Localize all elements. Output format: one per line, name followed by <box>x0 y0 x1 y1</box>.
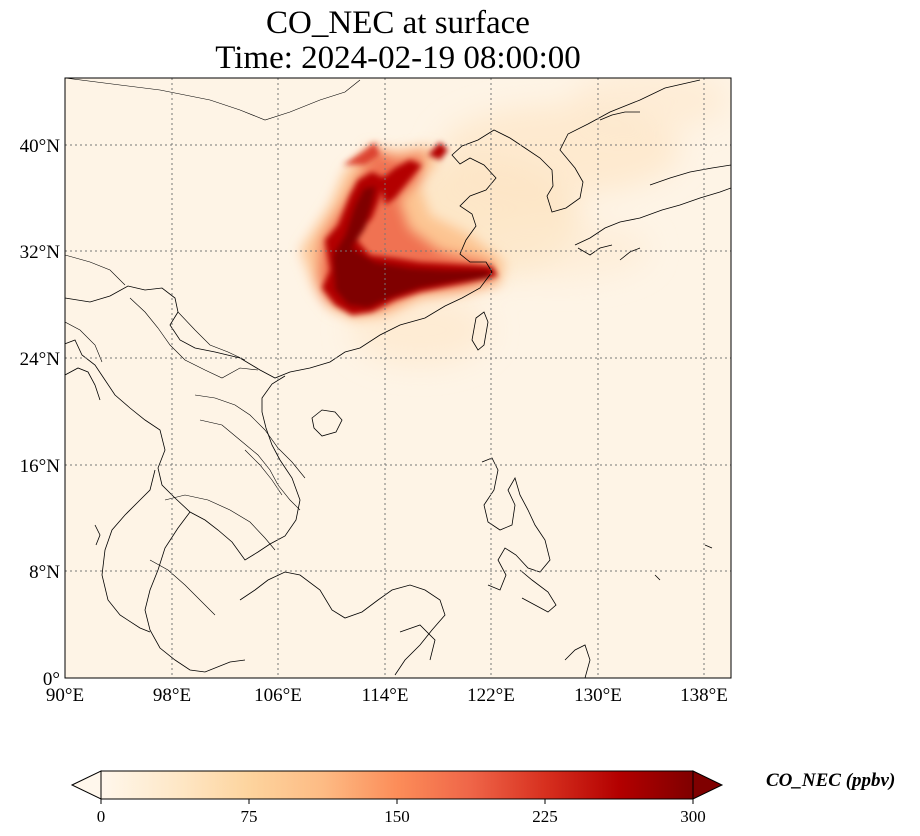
colorbar-tick-label: 300 <box>680 807 706 826</box>
co-plume <box>300 142 505 320</box>
map-title: CO_NEC at surface <box>266 5 530 41</box>
lon-tick-label: 106°E <box>254 685 302 706</box>
colorbar-gradient <box>100 770 694 800</box>
lat-tick-label: 8°N <box>29 562 60 583</box>
country-borders <box>65 78 361 616</box>
lon-tick-label: 130°E <box>574 685 622 706</box>
colorbar: 0 75 150 225 300 <box>70 770 724 826</box>
colorbar-label: CO_NEC (ppbv) <box>766 770 896 791</box>
lat-tick-label: 16°N <box>20 456 61 477</box>
lon-tick-label: 90°E <box>46 685 84 706</box>
colorbar-extend-max <box>692 770 724 800</box>
lat-tick-label: 40°N <box>20 136 61 157</box>
lon-tick-label: 138°E <box>680 685 728 706</box>
colorbar-tick-label: 150 <box>384 807 410 826</box>
map-frame <box>64 77 732 679</box>
lat-tick-label: 24°N <box>20 349 61 370</box>
map-timestamp: Time: 2024-02-19 08:00:00 <box>215 40 581 76</box>
lat-tick-label: 32°N <box>20 242 61 263</box>
lon-tick-label: 122°E <box>467 685 515 706</box>
colorbar-tick-label: 0 <box>97 807 106 826</box>
colorbar-tick-label: 225 <box>532 807 558 826</box>
lon-tick-label: 98°E <box>153 685 191 706</box>
map-panel <box>65 78 731 678</box>
colorbar-tick-label: 75 <box>241 807 258 826</box>
gridlines <box>65 78 731 678</box>
lat-axis: 40°N 32°N 24°N 16°N 8°N 0° <box>20 136 61 690</box>
lon-tick-label: 114°E <box>362 685 409 706</box>
lon-axis: 90°E 98°E 106°E 114°E 122°E 130°E 138°E <box>46 685 728 706</box>
colorbar-extend-min <box>70 770 102 800</box>
lat-tick-label: 0° <box>43 669 60 690</box>
